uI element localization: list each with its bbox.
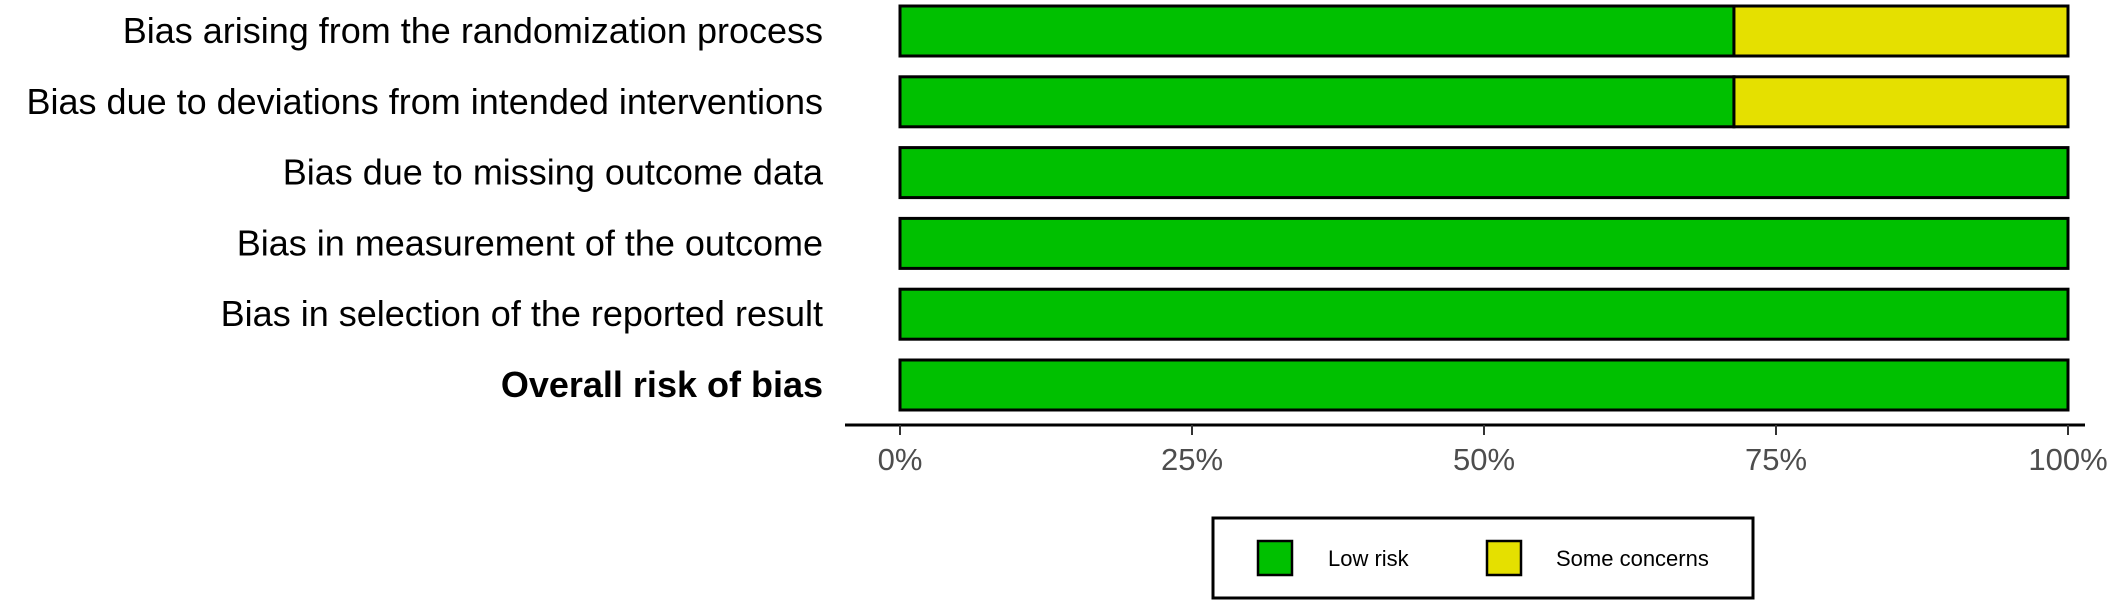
x-tick-label-4: 75% bbox=[1745, 442, 1807, 477]
bar-low-risk-1 bbox=[898, 4, 1736, 58]
bar-some-concerns-2 bbox=[1732, 75, 2070, 129]
bar-low-risk-4 bbox=[898, 216, 2070, 270]
x-tick-label-3: 50% bbox=[1453, 442, 1515, 477]
legend-swatch-some-concerns bbox=[1485, 539, 1523, 577]
bars-layer bbox=[898, 4, 2070, 412]
bar-low-risk-2 bbox=[898, 75, 1736, 129]
x-tick-label-2: 25% bbox=[1161, 442, 1223, 477]
category-label-2: Bias due to deviations from intended int… bbox=[27, 81, 823, 122]
bar-some-concerns-1 bbox=[1732, 4, 2070, 58]
legend: Low risk Some concerns bbox=[1211, 516, 1755, 600]
bar-low-risk-5 bbox=[898, 287, 2070, 341]
x-axis: 0% 25% 50% 75% 100% bbox=[845, 423, 2108, 477]
x-tick-label-1: 0% bbox=[878, 442, 923, 477]
legend-box bbox=[1211, 516, 1755, 600]
category-label-5: Bias in selection of the reported result bbox=[221, 293, 823, 334]
category-label-3: Bias due to missing outcome data bbox=[283, 152, 824, 193]
legend-swatch-low-risk bbox=[1256, 539, 1294, 577]
category-labels: Bias arising from the randomization proc… bbox=[27, 10, 824, 405]
category-label-1: Bias arising from the randomization proc… bbox=[123, 10, 823, 51]
category-label-6: Overall risk of bias bbox=[501, 364, 823, 405]
bar-low-risk-6 bbox=[898, 358, 2070, 412]
category-label-4: Bias in measurement of the outcome bbox=[237, 222, 823, 263]
legend-label-some-concerns: Some concerns bbox=[1556, 546, 1709, 571]
bar-low-risk-3 bbox=[898, 146, 2070, 200]
x-tick-label-5: 100% bbox=[2028, 442, 2107, 477]
legend-label-low-risk: Low risk bbox=[1328, 546, 1410, 571]
